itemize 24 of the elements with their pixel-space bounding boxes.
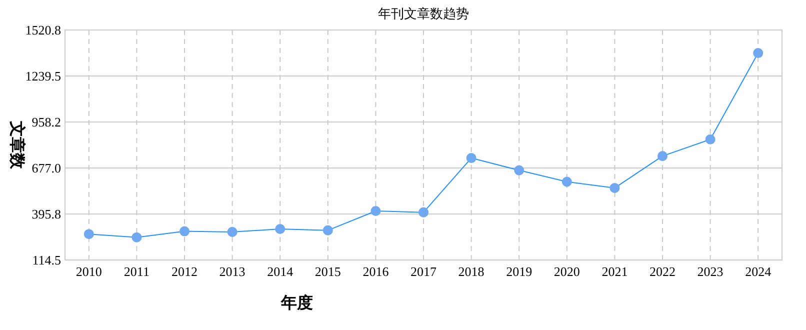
x-tick-label: 2018: [458, 264, 484, 279]
x-tick-label: 2016: [362, 264, 390, 279]
x-tick-label: 2024: [745, 264, 772, 279]
x-tick-label: 2022: [650, 264, 676, 279]
x-tick-label: 2017: [410, 264, 437, 279]
y-tick-label: 958.2: [32, 114, 61, 130]
x-tick-label: 2013: [219, 264, 246, 279]
x-tick-label: 2011: [124, 264, 150, 279]
chart-title: 年刊文章数趋势: [378, 6, 469, 21]
x-tick-label: 2012: [172, 264, 198, 279]
x-tick-label: 2021: [602, 264, 628, 279]
y-tick-label: 1520.8: [25, 22, 61, 38]
x-tick-label: 2010: [76, 264, 102, 279]
y-tick-label: 1239.5: [25, 68, 61, 84]
x-tick-label: 2015: [314, 264, 341, 279]
x-tick-label: 2019: [506, 264, 532, 279]
y-axis-title: 文章数: [8, 120, 26, 170]
x-tick-label: 2023: [697, 264, 724, 279]
y-tick-label: 677.0: [32, 160, 61, 176]
y-tick-label: 114.5: [32, 252, 61, 268]
x-axis-title: 年度: [280, 293, 313, 312]
x-tick-label: 2020: [554, 264, 580, 279]
y-tick-label: 395.8: [32, 206, 61, 222]
x-tick-label: 2014: [267, 264, 294, 279]
